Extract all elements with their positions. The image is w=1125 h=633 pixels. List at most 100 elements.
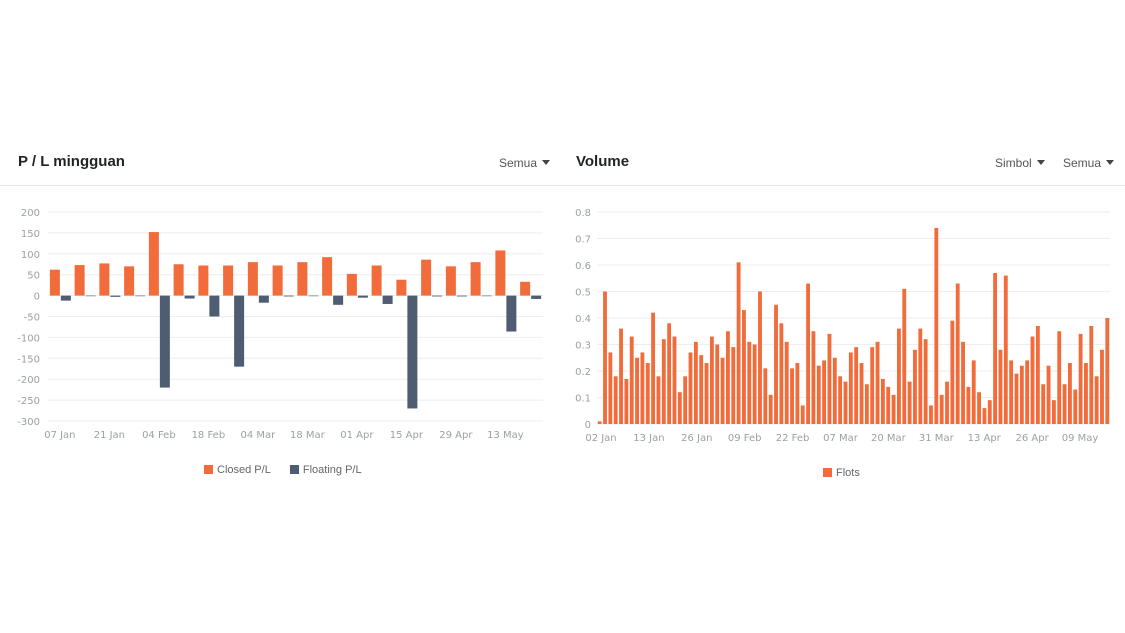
- x-tick-label: 26 Apr: [1015, 433, 1049, 444]
- closed-pl-bar: [74, 265, 85, 296]
- x-tick-label: 04 Mar: [240, 430, 276, 441]
- closed-pl-bar: [198, 265, 209, 296]
- floating-pl-bar: [432, 295, 443, 297]
- x-tick-label: 29 Apr: [439, 430, 473, 441]
- flots-bar: [929, 405, 933, 424]
- legend-item-closed-pl[interactable]: Closed P/L: [204, 464, 271, 476]
- floating-pl-bar: [382, 295, 393, 304]
- flots-bar: [1046, 365, 1051, 424]
- closed-pl-bar: [297, 262, 308, 296]
- flots-bar: [597, 421, 602, 424]
- x-tick-label: 02 Jan: [585, 433, 616, 444]
- flots-bar: [720, 357, 725, 424]
- volume-filter-dropdown[interactable]: Semua: [1063, 156, 1115, 170]
- y-tick-label: -150: [17, 354, 40, 365]
- flots-bar: [918, 328, 923, 424]
- volume-filter-label: Semua: [1063, 156, 1102, 170]
- flots-bar: [800, 405, 805, 424]
- flots-bar: [1062, 384, 1067, 424]
- closed-pl-bar: [223, 265, 234, 296]
- flots-bar: [875, 341, 880, 424]
- flots-bar: [699, 355, 704, 424]
- x-tick-label: 04 Feb: [142, 430, 176, 441]
- x-tick-label: 09 May: [1062, 433, 1099, 444]
- closed-pl-bar: [520, 281, 531, 296]
- flots-bar: [619, 328, 623, 424]
- weekly-pl-filter-dropdown[interactable]: Semua: [499, 156, 551, 170]
- flots-bar: [1105, 318, 1110, 424]
- x-tick-label: 15 Apr: [390, 430, 424, 441]
- flots-bar: [779, 323, 784, 424]
- flots-bar: [1100, 349, 1104, 424]
- closed-pl-bar: [495, 250, 506, 296]
- flots-bar: [1073, 389, 1078, 424]
- x-tick-label: 18 Mar: [290, 430, 326, 441]
- x-tick-label: 21 Jan: [94, 430, 125, 441]
- closed-pl-bar: [346, 273, 357, 296]
- closed-pl-bar: [124, 266, 135, 296]
- flots-bar: [715, 344, 720, 424]
- flots-bar: [913, 349, 917, 424]
- flots-bar: [645, 363, 650, 424]
- flots-bar: [784, 341, 789, 424]
- flots-bar: [870, 347, 875, 424]
- x-tick-label: 22 Feb: [776, 433, 810, 444]
- flots-bar: [640, 352, 645, 424]
- flots-bar: [902, 288, 907, 424]
- x-tick-label: 13 Jan: [633, 433, 664, 444]
- y-tick-label: -50: [24, 313, 40, 324]
- flots-bar: [1025, 360, 1030, 424]
- closed-pl-bar: [421, 259, 432, 296]
- closed-pl-bar: [445, 266, 456, 296]
- flots-bar: [624, 378, 629, 424]
- flots-bar: [1035, 325, 1040, 424]
- x-tick-label: 31 Mar: [919, 433, 955, 444]
- x-tick-label: 26 Jan: [681, 433, 712, 444]
- flots-bar: [1003, 275, 1008, 424]
- volume-legend: Flots: [815, 467, 868, 479]
- caret-down-icon: [1036, 160, 1045, 165]
- flots-bar: [816, 365, 821, 424]
- flots-bar: [1094, 376, 1099, 424]
- legend-item-flots[interactable]: Flots: [823, 467, 860, 479]
- flots-bar: [827, 333, 832, 424]
- flots-bar: [843, 381, 848, 424]
- flots-bar: [1078, 333, 1083, 424]
- x-tick-label: 13 May: [487, 430, 524, 441]
- x-tick-label: 07 Mar: [823, 433, 859, 444]
- floating-pl-bar: [184, 295, 195, 299]
- flots-bar: [950, 320, 955, 424]
- legend-item-floating-pl[interactable]: Floating P/L: [289, 464, 362, 476]
- floating-pl-bar: [283, 295, 294, 297]
- flots-bar: [758, 291, 762, 424]
- flots-bar: [971, 360, 976, 424]
- floating-pl-bar: [308, 295, 319, 297]
- flots-bar: [864, 384, 869, 424]
- volume-symbol-dropdown[interactable]: Simbol: [995, 156, 1045, 170]
- y-tick-label: 0: [34, 292, 40, 303]
- flots-bar: [993, 272, 998, 424]
- y-tick-label: -250: [17, 396, 40, 407]
- closed-pl-bar: [322, 257, 333, 296]
- flots-bar: [880, 378, 885, 424]
- y-tick-label: -200: [17, 375, 40, 386]
- flots-bar: [704, 363, 709, 424]
- closed-pl-bar: [148, 232, 159, 296]
- flots-bar: [1014, 373, 1019, 424]
- weekly-pl-title: P / L mingguan: [18, 153, 125, 170]
- x-tick-label: 01 Apr: [340, 430, 374, 441]
- legend-label-flots: Flots: [836, 467, 860, 479]
- closed-pl-bar: [470, 262, 481, 296]
- flots-bar: [613, 376, 618, 424]
- flots-bar: [1030, 336, 1035, 424]
- flots-bar: [1009, 360, 1014, 424]
- flots-bar: [955, 283, 960, 424]
- floating-pl-bar: [110, 295, 121, 297]
- weekly-pl-panel: P / L mingguan Semua 200 150 100 50 0 -50 -100…: [0, 140, 560, 500]
- y-tick-label: 0.5: [575, 288, 591, 299]
- floating-pl-bar: [407, 295, 418, 409]
- caret-down-icon: [1106, 160, 1115, 165]
- y-tick-label: 50: [27, 271, 40, 282]
- flots-bar: [661, 339, 666, 424]
- flots-bar: [998, 349, 1003, 424]
